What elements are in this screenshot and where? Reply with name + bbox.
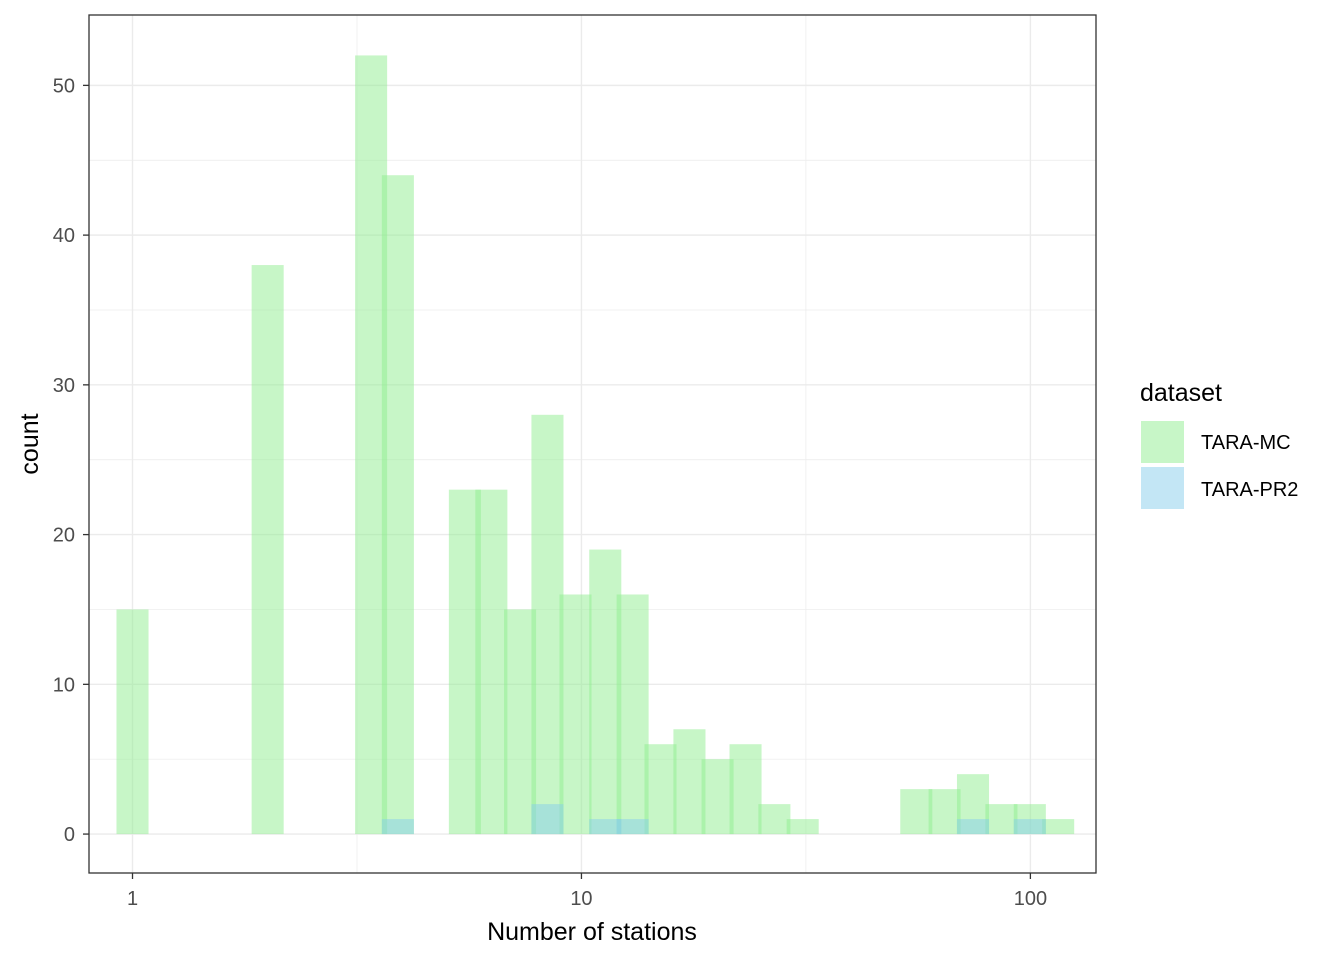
bar-tara-mc [644,744,677,835]
axis-ticks: 0 10 20 30 40 50 1 10 100 [53,75,1047,910]
bar-tara-mc [116,609,149,835]
x-tick-label: 100 [1014,888,1047,910]
bar-tara-mc [531,414,564,835]
y-tick-label: 30 [53,375,75,397]
bar-tara-pr2 [956,819,990,835]
plot-border [88,14,1097,874]
y-tick-label: 50 [53,75,75,97]
x-tick-label: 10 [570,888,592,910]
legend-label-tara-pr2: TARA-PR2 [1201,479,1298,501]
legend: dataset TARA-MC TARA-PR2 [1140,379,1298,509]
bar-tara-mc [786,819,819,835]
bar-tara-pr2 [531,804,564,835]
bars [116,55,1075,835]
bar-tara-mc [381,175,414,835]
bar-tara-mc [475,489,508,835]
y-tick-label: 40 [53,225,75,247]
bar-tara-mc [729,744,762,835]
bar-tara-mc [251,265,284,835]
bar-tara-pr2 [589,819,622,835]
bar-tara-mc [559,594,592,835]
bar-tara-mc [504,609,537,835]
y-tick-label: 0 [64,824,75,846]
y-axis-title: count [16,413,44,474]
bar-tara-pr2 [381,819,414,835]
legend-label-tara-mc: TARA-MC [1201,432,1291,454]
bar-tara-mc [701,759,734,835]
y-tick-label: 20 [53,525,75,547]
legend-key-tara-mc [1141,421,1184,463]
legend-key-tara-pr2 [1141,467,1184,509]
bar-tara-mc [673,729,706,835]
bar-tara-mc [900,789,933,835]
bar-tara-mc [616,594,649,835]
bar-tara-pr2 [1013,819,1046,835]
x-tick-label: 1 [127,888,138,910]
bar-tara-pr2 [616,819,649,835]
bar-tara-mc [589,549,622,835]
bar-tara-mc [355,55,388,835]
bar-tara-mc [928,789,961,835]
bar-tara-mc [758,804,791,835]
x-axis-title: Number of stations [487,918,697,946]
y-tick-label: 10 [53,674,75,696]
bar-tara-mc [1042,819,1075,835]
legend-title: dataset [1140,379,1222,407]
bar-tara-mc [985,804,1018,835]
